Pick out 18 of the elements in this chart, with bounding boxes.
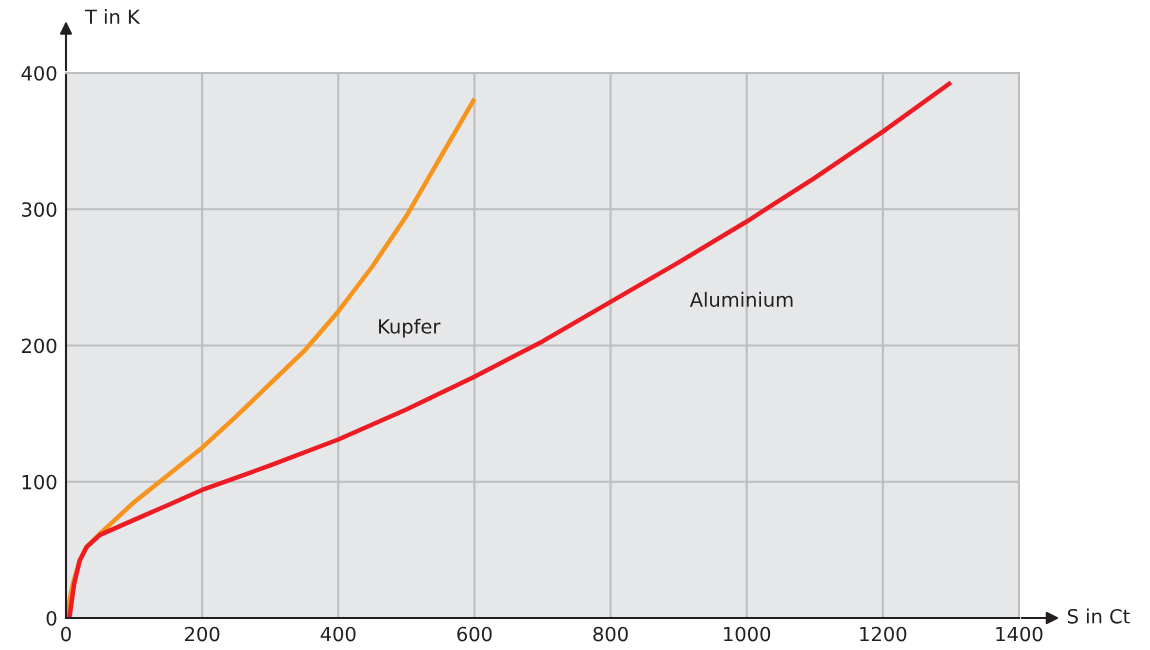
series-label: Kupfer (379, 318, 441, 338)
line-series (67, 80, 954, 618)
x-tick-label: 1000 (724, 626, 771, 642)
series-label: Aluminium (689, 291, 793, 307)
y-tick-label: 100 (22, 474, 57, 490)
x-tick-label: 0 (61, 626, 71, 642)
x-axis-title: S in Ct (1067, 608, 1130, 624)
y-tick-label: 0 (46, 610, 57, 626)
x-tick-label: 600 (457, 626, 492, 642)
y-tick-label: 200 (21, 338, 57, 354)
x-tick-label: 200 (185, 626, 220, 642)
x-tick-label: 1200 (860, 626, 907, 642)
x-tick-label: 800 (593, 626, 628, 642)
y-axis-title: T in K (85, 9, 141, 24)
x-tick-label: 400 (320, 626, 356, 642)
y-tick-label: 400 (21, 65, 57, 81)
x-tick-label: 1400 (996, 626, 1043, 642)
y-tick-label: 300 (22, 202, 57, 217)
